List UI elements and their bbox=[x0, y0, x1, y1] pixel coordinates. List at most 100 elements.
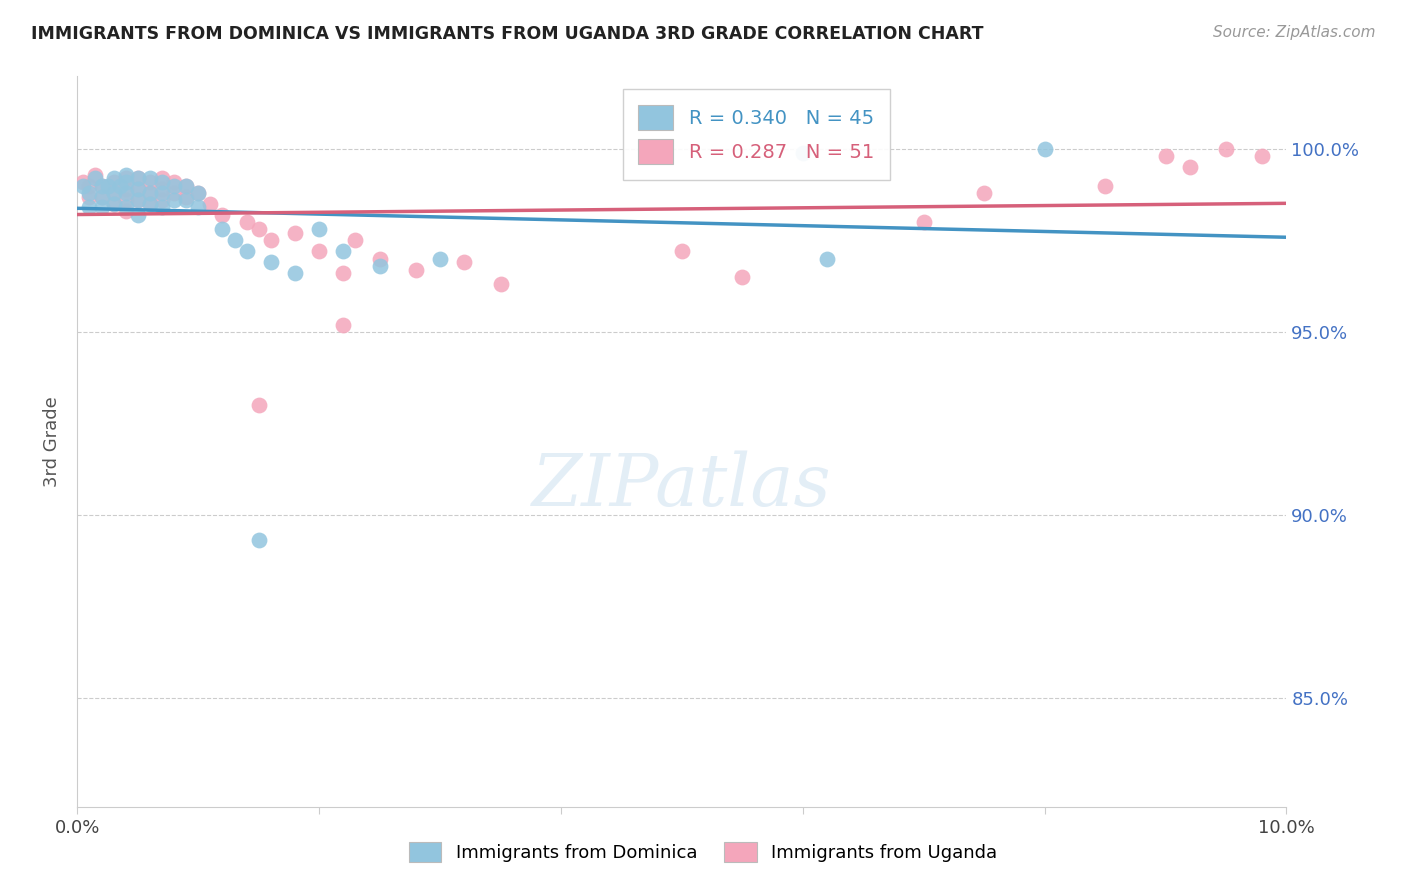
Point bbox=[671, 244, 693, 259]
Point bbox=[260, 233, 283, 247]
Point bbox=[139, 175, 162, 189]
Point bbox=[368, 259, 391, 273]
Point bbox=[235, 244, 257, 259]
Point bbox=[1215, 142, 1237, 156]
Point bbox=[114, 201, 136, 215]
Point bbox=[150, 201, 173, 215]
Point bbox=[139, 171, 162, 186]
Point bbox=[114, 193, 136, 207]
Point bbox=[200, 197, 222, 211]
Point bbox=[1251, 149, 1274, 163]
Legend: Immigrants from Dominica, Immigrants from Uganda: Immigrants from Dominica, Immigrants fro… bbox=[402, 834, 1004, 870]
Point bbox=[127, 171, 149, 186]
Point bbox=[792, 145, 814, 160]
Point bbox=[139, 197, 162, 211]
Point bbox=[260, 255, 283, 269]
Point bbox=[139, 186, 162, 200]
Point bbox=[174, 193, 197, 207]
Point bbox=[815, 252, 838, 266]
Point bbox=[127, 193, 149, 207]
Point bbox=[405, 262, 427, 277]
Point bbox=[368, 252, 391, 266]
Point bbox=[973, 186, 995, 200]
Point bbox=[163, 175, 186, 189]
Point bbox=[139, 197, 162, 211]
Point bbox=[308, 222, 330, 236]
Legend: R = 0.340   N = 45, R = 0.287   N = 51: R = 0.340 N = 45, R = 0.287 N = 51 bbox=[623, 89, 890, 180]
Point bbox=[79, 178, 101, 193]
Point bbox=[79, 189, 101, 203]
Point bbox=[103, 175, 125, 189]
Point bbox=[127, 208, 149, 222]
Point bbox=[150, 193, 173, 207]
Point bbox=[90, 189, 112, 203]
Point bbox=[79, 186, 101, 200]
Point bbox=[127, 182, 149, 196]
Point bbox=[103, 186, 125, 200]
Point bbox=[127, 171, 149, 186]
Point bbox=[332, 318, 354, 332]
Point bbox=[211, 222, 233, 236]
Point bbox=[731, 269, 754, 284]
Point bbox=[90, 201, 112, 215]
Point bbox=[114, 182, 136, 196]
Point bbox=[114, 186, 136, 200]
Point bbox=[247, 533, 270, 548]
Point bbox=[332, 244, 354, 259]
Point bbox=[150, 182, 173, 196]
Point bbox=[247, 398, 270, 412]
Point bbox=[114, 204, 136, 219]
Point bbox=[284, 266, 307, 280]
Point bbox=[150, 186, 173, 200]
Point bbox=[84, 168, 107, 182]
Point bbox=[103, 171, 125, 186]
Point bbox=[224, 233, 246, 247]
Point bbox=[187, 186, 209, 200]
Point bbox=[174, 178, 197, 193]
Point bbox=[174, 189, 197, 203]
Point bbox=[489, 277, 512, 292]
Point bbox=[90, 178, 112, 193]
Point bbox=[211, 208, 233, 222]
Point bbox=[108, 178, 131, 193]
Point bbox=[235, 215, 257, 229]
Point bbox=[174, 178, 197, 193]
Point bbox=[187, 186, 209, 200]
Point bbox=[79, 201, 101, 215]
Point bbox=[114, 171, 136, 186]
Point bbox=[1094, 178, 1116, 193]
Point bbox=[163, 186, 186, 200]
Point bbox=[344, 233, 367, 247]
Point bbox=[90, 189, 112, 203]
Point bbox=[72, 178, 94, 193]
Point bbox=[127, 182, 149, 196]
Point bbox=[72, 175, 94, 189]
Point bbox=[114, 175, 136, 189]
Point bbox=[247, 222, 270, 236]
Text: IMMIGRANTS FROM DOMINICA VS IMMIGRANTS FROM UGANDA 3RD GRADE CORRELATION CHART: IMMIGRANTS FROM DOMINICA VS IMMIGRANTS F… bbox=[31, 25, 983, 43]
Point bbox=[139, 186, 162, 200]
Y-axis label: 3rd Grade: 3rd Grade bbox=[44, 396, 62, 487]
Point bbox=[163, 178, 186, 193]
Point bbox=[127, 193, 149, 207]
Point bbox=[912, 215, 935, 229]
Point bbox=[187, 201, 209, 215]
Point bbox=[163, 193, 186, 207]
Point bbox=[332, 266, 354, 280]
Text: Source: ZipAtlas.com: Source: ZipAtlas.com bbox=[1212, 25, 1375, 40]
Point bbox=[150, 171, 173, 186]
Point bbox=[1178, 161, 1201, 175]
Point bbox=[150, 175, 173, 189]
Point bbox=[1033, 142, 1056, 156]
Point bbox=[103, 197, 125, 211]
Point bbox=[114, 168, 136, 182]
Point bbox=[103, 186, 125, 200]
Point bbox=[453, 255, 475, 269]
Point bbox=[429, 252, 451, 266]
Point bbox=[96, 178, 118, 193]
Point bbox=[308, 244, 330, 259]
Point bbox=[1154, 149, 1177, 163]
Point bbox=[84, 171, 107, 186]
Point bbox=[103, 197, 125, 211]
Point bbox=[90, 178, 112, 193]
